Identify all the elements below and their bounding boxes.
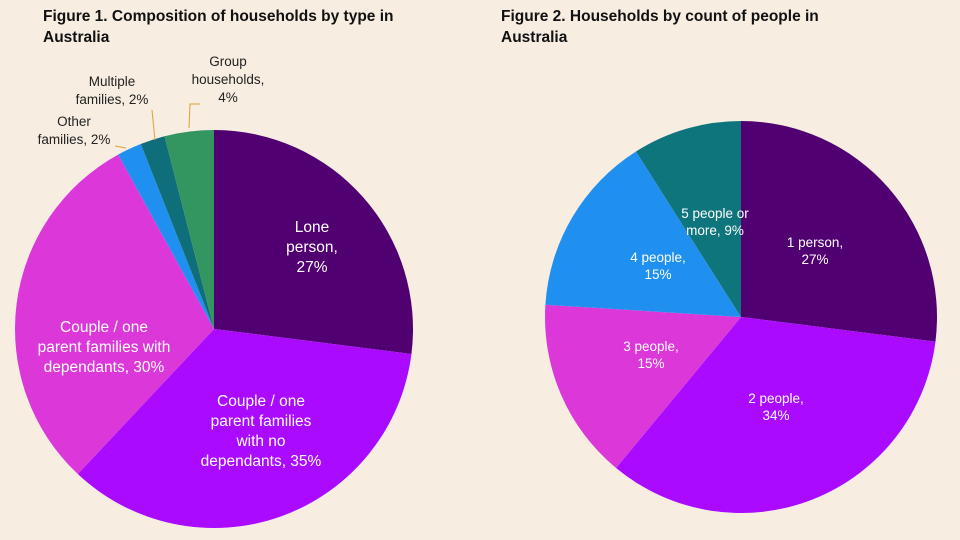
figure-2-title: Figure 2. Households by count of people … — [501, 8, 819, 46]
pie-1-slice-2 — [77, 329, 412, 528]
pie-chart-1: Lone person, 27% Couple / one parent familie… — [15, 54, 413, 528]
pie-1-label-5: Multiple families, 2% — [76, 74, 149, 107]
figure-1-title: Figure 1. Composition of households by t… — [43, 8, 394, 46]
pie-1-label-4: Other families, 2% — [38, 114, 111, 147]
pie-chart-2: 1 person, 27% 2 people, 34% 3 people, 15% 4 pe… — [545, 121, 937, 514]
pie-1-label-1: Lone person, 27% — [286, 219, 338, 276]
pie-2-label-4: 4 people, 15% — [630, 250, 686, 282]
pie-1-slice-4 — [118, 143, 214, 329]
pie-2-label-1: 1 person, 27% — [787, 235, 843, 267]
pie-1-leader-5 — [151, 109, 156, 141]
pie-2-slice-1 — [741, 121, 937, 342]
pie-2-slice-3 — [545, 304, 741, 469]
pie-2-slice-5 — [635, 121, 741, 317]
pie-2-label-3: 3 people, 15% — [623, 339, 679, 371]
pie-1-slice-5 — [140, 136, 214, 329]
pie-2-label-2: 2 people, 34% — [748, 391, 804, 423]
pie-1-slice-3 — [15, 154, 215, 475]
pie-1-label-6: Group households, 4% — [192, 54, 265, 105]
pie-1-slice-6 — [164, 130, 214, 329]
pie-2-slice-4 — [545, 151, 741, 317]
pie-1-leader-6 — [188, 103, 200, 129]
pie-1-leader-4 — [114, 145, 127, 149]
pie-2-slice-2 — [616, 317, 936, 514]
pie-2-label-5: 5 people or more, 9% — [681, 206, 749, 238]
pie-1-label-3: Couple / one parent families with dependan… — [38, 319, 171, 376]
pie-1-label-2: Couple / one parent families with no depend… — [201, 393, 322, 470]
pie-1-slice-1 — [214, 130, 413, 354]
